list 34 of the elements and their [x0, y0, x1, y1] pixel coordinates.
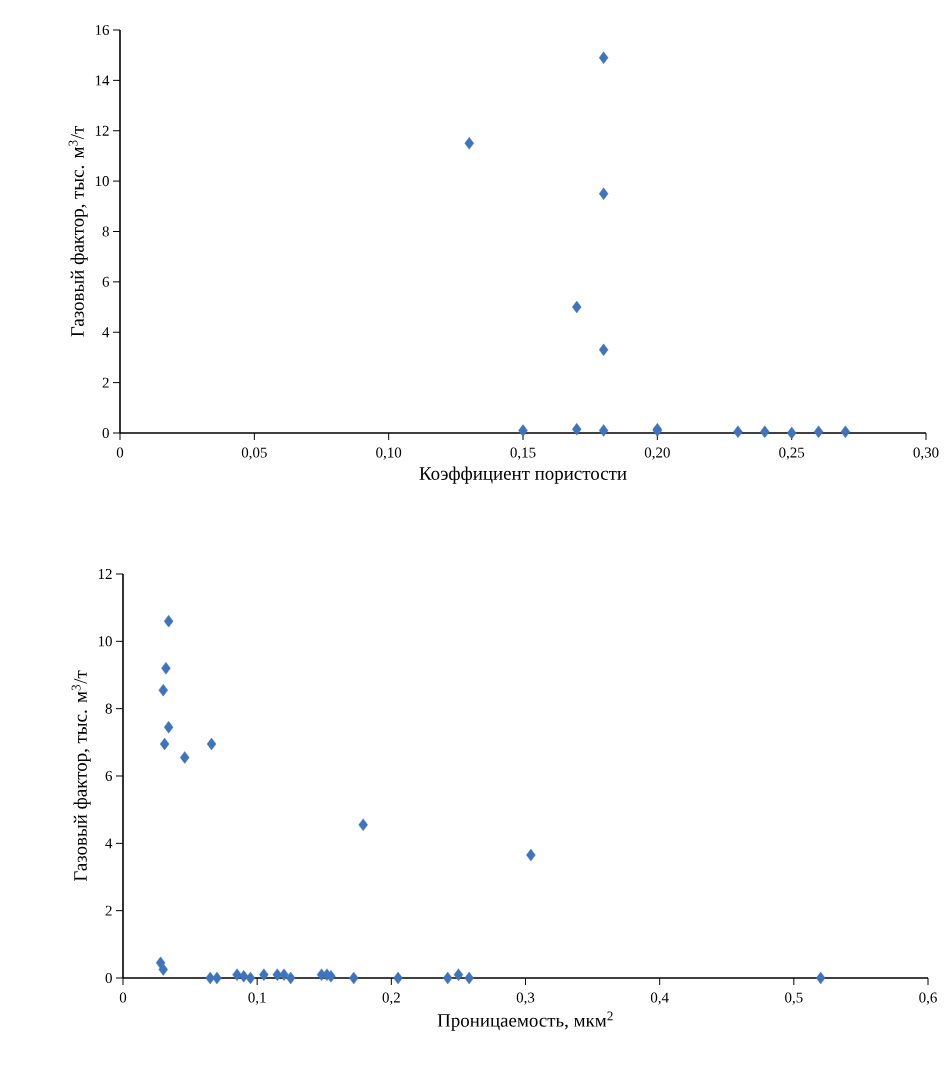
- x-tick-label: 0,2: [382, 992, 400, 1005]
- y-tick-label: 0: [105, 972, 112, 984]
- y-tick-label: 6: [105, 770, 113, 782]
- y-tick-label: 0: [102, 427, 109, 439]
- y-tick-label: 12: [95, 125, 109, 136]
- x-tick-label: 0,4: [650, 992, 669, 1005]
- y-tick-label: 6: [102, 276, 110, 287]
- x-tick-label: 0,30: [913, 447, 939, 460]
- x-tick-label: 0,15: [510, 447, 536, 460]
- y-tick-label: 10: [98, 636, 112, 647]
- x-tick-label: 0,3: [516, 992, 535, 1005]
- y-tick-label: 8: [105, 703, 112, 714]
- y-tick-label: 2: [102, 377, 109, 388]
- y-axis-title: Газовый фактор, тыс. м$^{3}$/т: [71, 670, 91, 882]
- x-axis-title: Проницаемость, мкм$^{2}$: [437, 1011, 613, 1031]
- y-tick-label: 8: [102, 226, 109, 237]
- y-axis-title: Газовый фактор, тыс. м$^{3}$/т: [68, 126, 88, 337]
- y-tick-label: 4: [102, 327, 110, 338]
- x-tick-label: 0,05: [241, 447, 267, 460]
- x-tick-label: 0,10: [376, 447, 402, 460]
- y-tick-label: 2: [105, 905, 112, 916]
- x-tick-label: 0,6: [919, 992, 937, 1005]
- x-tick-label: 0: [119, 992, 127, 1003]
- x-tick-label: 0,20: [644, 447, 670, 460]
- y-tick-label: 16: [95, 24, 110, 35]
- x-tick-label: 0,25: [779, 447, 805, 460]
- x-tick-label: 0,1: [248, 992, 266, 1005]
- y-tick-label: 10: [95, 176, 109, 187]
- y-tick-label: 14: [95, 75, 110, 86]
- y-tick-label: 12: [98, 569, 112, 579]
- x-axis-title: Коэффициент пористости: [419, 466, 627, 484]
- y-tick-label: 4: [105, 838, 113, 849]
- x-tick-label: 0: [116, 447, 124, 458]
- x-tick-label: 0,5: [785, 992, 803, 1005]
